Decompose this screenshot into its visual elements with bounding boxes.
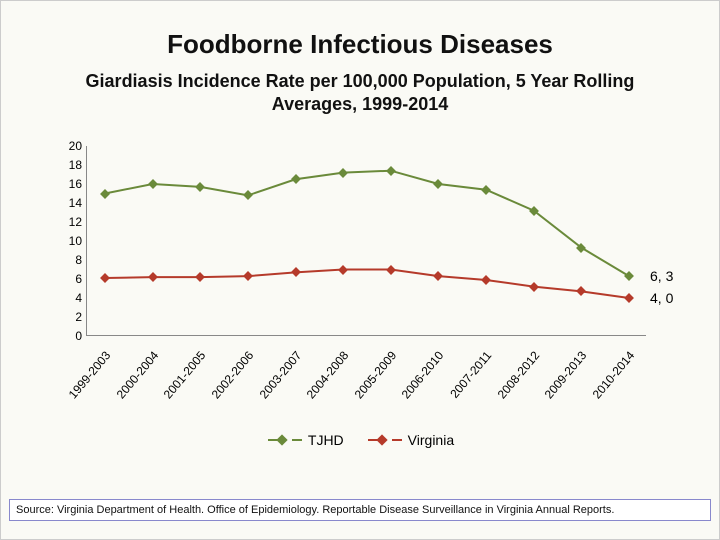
legend-line bbox=[292, 439, 302, 441]
x-tick-label: 2005-2009 bbox=[352, 349, 400, 402]
source-citation: Source: Virginia Department of Health. O… bbox=[9, 499, 711, 521]
chart-subtitle: Giardiasis Incidence Rate per 100,000 Po… bbox=[1, 60, 719, 123]
x-tick-label: 2001-2005 bbox=[161, 349, 209, 402]
legend-label: TJHD bbox=[308, 432, 344, 448]
series-end-label: 6, 3 bbox=[650, 268, 673, 284]
y-tick-label: 10 bbox=[56, 234, 82, 248]
x-tick-label: 2002-2006 bbox=[209, 349, 257, 402]
y-tick-label: 20 bbox=[56, 139, 82, 153]
y-tick-label: 4 bbox=[56, 291, 82, 305]
y-tick-label: 2 bbox=[56, 310, 82, 324]
x-tick-label: 2007-2011 bbox=[447, 349, 494, 401]
legend-label: Virginia bbox=[408, 432, 454, 448]
x-tick-label: 2004-2008 bbox=[304, 349, 352, 402]
x-tick-label: 2009-2013 bbox=[542, 349, 590, 402]
plot-area bbox=[86, 146, 646, 336]
y-tick-label: 14 bbox=[56, 196, 82, 210]
legend: TJHD Virginia bbox=[56, 428, 666, 448]
slide: Foodborne Infectious Diseases Giardiasis… bbox=[0, 0, 720, 540]
legend-item: TJHD bbox=[268, 432, 344, 448]
y-tick-label: 12 bbox=[56, 215, 82, 229]
x-tick-label: 2006-2010 bbox=[399, 349, 447, 402]
x-tick-label: 1999-2003 bbox=[66, 349, 114, 402]
x-tick-label: 2003-2007 bbox=[256, 349, 304, 402]
x-tick-label: 2010-2014 bbox=[590, 349, 638, 402]
series-end-label: 4, 0 bbox=[650, 290, 673, 306]
y-tick-label: 18 bbox=[56, 158, 82, 172]
x-tick-label: 2008-2012 bbox=[494, 349, 542, 402]
legend-line bbox=[392, 439, 402, 441]
slide-title: Foodborne Infectious Diseases bbox=[1, 1, 719, 60]
legend-item: Virginia bbox=[368, 432, 454, 448]
legend-marker-icon bbox=[276, 434, 287, 445]
legend-marker-icon bbox=[376, 434, 387, 445]
chart-lines bbox=[87, 146, 647, 336]
chart: TJHDVirginia 024681012141618201999-20032… bbox=[56, 146, 666, 446]
y-tick-label: 8 bbox=[56, 253, 82, 267]
y-tick-label: 0 bbox=[56, 329, 82, 343]
series-line-virginia bbox=[105, 270, 629, 299]
x-tick-label: 2000-2004 bbox=[113, 349, 161, 402]
series-line-tjhd bbox=[105, 171, 629, 276]
y-tick-label: 6 bbox=[56, 272, 82, 286]
y-tick-label: 16 bbox=[56, 177, 82, 191]
